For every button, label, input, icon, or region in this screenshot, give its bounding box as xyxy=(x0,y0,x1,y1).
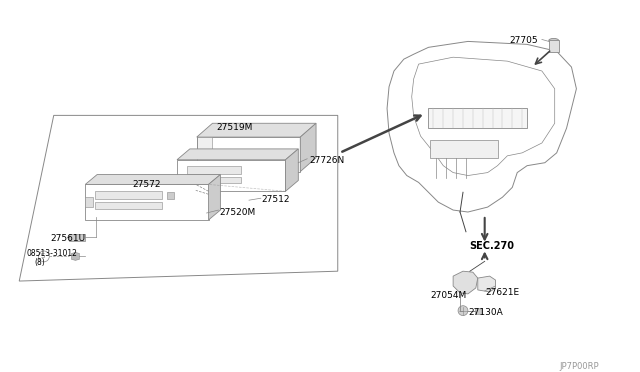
Text: 27726N: 27726N xyxy=(309,156,344,165)
Text: 27561U: 27561U xyxy=(51,234,86,243)
Polygon shape xyxy=(431,140,497,158)
Text: SEC.270: SEC.270 xyxy=(469,241,514,251)
Polygon shape xyxy=(300,123,316,171)
Polygon shape xyxy=(167,192,174,199)
Polygon shape xyxy=(548,41,559,52)
Text: 27572: 27572 xyxy=(132,180,161,189)
Polygon shape xyxy=(285,149,298,191)
Polygon shape xyxy=(177,149,298,160)
Polygon shape xyxy=(177,176,185,185)
Polygon shape xyxy=(196,137,300,171)
Polygon shape xyxy=(453,271,478,294)
Polygon shape xyxy=(85,185,209,220)
Circle shape xyxy=(459,277,471,289)
Ellipse shape xyxy=(548,38,559,42)
Polygon shape xyxy=(478,276,495,292)
Circle shape xyxy=(458,306,468,315)
Text: (8): (8) xyxy=(34,259,45,267)
Polygon shape xyxy=(187,177,241,183)
Text: S: S xyxy=(41,253,45,259)
Polygon shape xyxy=(196,137,212,151)
Polygon shape xyxy=(72,253,79,260)
Polygon shape xyxy=(85,174,220,185)
Polygon shape xyxy=(177,160,285,191)
Polygon shape xyxy=(95,191,162,199)
Polygon shape xyxy=(196,123,316,137)
Text: 27512: 27512 xyxy=(262,195,291,204)
Text: JP7P00RP: JP7P00RP xyxy=(559,362,599,371)
Text: 27520M: 27520M xyxy=(220,208,255,217)
Text: 27519M: 27519M xyxy=(216,123,253,132)
Polygon shape xyxy=(387,41,577,212)
Text: 27621E: 27621E xyxy=(486,288,520,297)
Text: 27130A: 27130A xyxy=(468,308,502,317)
Text: 27054M: 27054M xyxy=(431,291,467,300)
Polygon shape xyxy=(428,109,527,128)
Polygon shape xyxy=(95,202,162,209)
Polygon shape xyxy=(187,166,241,174)
Polygon shape xyxy=(68,234,85,241)
Circle shape xyxy=(462,280,468,286)
Text: 27705: 27705 xyxy=(509,35,538,45)
Polygon shape xyxy=(85,197,93,207)
Text: 08513-31012: 08513-31012 xyxy=(26,248,77,257)
Polygon shape xyxy=(475,308,481,314)
Polygon shape xyxy=(209,174,220,220)
